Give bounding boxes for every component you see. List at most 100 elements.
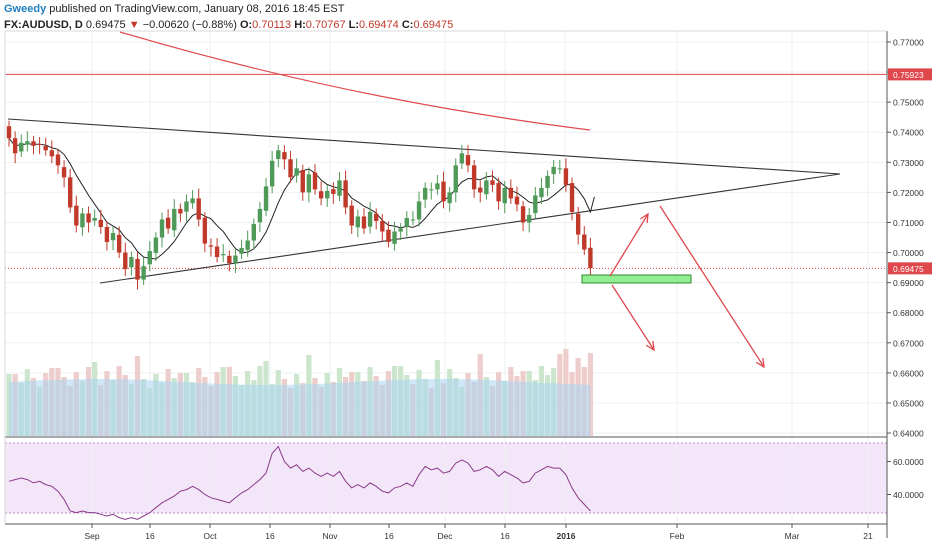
candle-body [104, 226, 110, 243]
candle-body [6, 126, 12, 139]
candle-body [533, 195, 538, 214]
candle-body [12, 138, 18, 154]
candle-body [447, 192, 452, 204]
candle-body [282, 152, 287, 160]
price-tick-label: 0.64000 [893, 429, 924, 439]
candle-body [343, 180, 348, 208]
candle-body [337, 180, 342, 196]
time-tick-label: Feb [670, 531, 685, 541]
rsi-background [5, 443, 887, 513]
candle-body [19, 142, 24, 152]
candle-body [55, 154, 61, 166]
candle-body [159, 219, 165, 238]
candle-body [582, 234, 587, 250]
candle-body [563, 168, 569, 185]
chart-grid [5, 31, 887, 524]
time-tick-label: 16 [384, 531, 394, 541]
candle-body [269, 160, 275, 187]
candle-body [214, 246, 220, 258]
candle-body [43, 146, 48, 151]
candle-body [92, 217, 97, 221]
last-price-badge-label: 0.69475 [893, 264, 924, 274]
candle-body [80, 213, 85, 228]
price-tick-label: 0.75000 [893, 98, 924, 108]
price-tick-label: 0.77000 [893, 38, 924, 48]
candle-body [233, 255, 238, 264]
time-tick-label: 16 [145, 531, 155, 541]
price-tick-label: 0.66000 [893, 368, 924, 378]
candle-body [331, 189, 336, 194]
price-tick-label: 0.65000 [893, 398, 924, 408]
candle-body [165, 217, 171, 229]
level-badge-label: 0.75923 [893, 70, 924, 80]
price-tick-label: 0.69000 [893, 278, 924, 288]
projection-arrow-down-head [645, 340, 655, 352]
candle-body [465, 155, 471, 166]
candle-body [453, 165, 458, 193]
candle-body [141, 266, 146, 280]
triangle-lower-trendline [99, 173, 841, 284]
down-arrow-icon: ▼ [128, 19, 140, 31]
candle-body [98, 219, 103, 227]
candle-body [471, 165, 477, 190]
candle-body [25, 141, 30, 145]
high-label: H: [294, 19, 306, 31]
candle-body [263, 186, 269, 211]
candle-body [312, 172, 318, 190]
candle-body [135, 258, 140, 280]
candle-body [251, 223, 256, 241]
candle-body [361, 216, 367, 229]
candle-body [116, 234, 122, 253]
candle-body [588, 247, 593, 269]
close-value: 0.69475 [413, 19, 454, 31]
close-label: C: [401, 19, 414, 31]
candle-body [484, 180, 489, 195]
candle-body [386, 229, 391, 243]
candle-body [539, 187, 544, 198]
candle-body [178, 208, 183, 214]
candle-body [380, 220, 385, 232]
candle-body [294, 168, 299, 176]
candle-body [441, 181, 446, 202]
projection-arrow-up [609, 213, 649, 277]
target-zone-box [581, 274, 692, 284]
projection-arrow-up-head [640, 212, 649, 224]
candle-body [527, 214, 532, 223]
candle-body [490, 180, 495, 185]
candle-body [123, 252, 128, 270]
candle-body [508, 187, 514, 199]
candles [6, 120, 593, 290]
axes [4, 30, 888, 538]
high-value: 0.70767 [305, 19, 346, 31]
price-tick-label: 0.73000 [893, 158, 924, 168]
candle-body [221, 254, 226, 256]
time-tick-label: 16 [265, 531, 275, 541]
candle-body [37, 143, 42, 145]
candle-body [545, 175, 550, 188]
time-tick-label: 21 [863, 531, 873, 541]
time-tick-label: Sep [84, 531, 99, 541]
time-tick-label: Oct [203, 531, 217, 541]
long-moving-average [119, 31, 591, 131]
candle-body [459, 153, 465, 164]
level-badge [888, 68, 932, 81]
chart-header: Gweedy published on TradingView.com, Jan… [4, 1, 704, 33]
candle-body [306, 174, 312, 193]
drawings [5, 31, 887, 369]
projection-arrow-long-down-head [755, 357, 765, 369]
price-tick-label: 0.71000 [893, 218, 924, 228]
author-name[interactable]: Gweedy [4, 3, 47, 15]
candle-body [129, 257, 134, 268]
candle-body [478, 187, 483, 193]
open-value: 0.70113 [252, 19, 292, 31]
candle-body [196, 198, 201, 220]
candle-body [68, 177, 73, 208]
candle-body [398, 228, 403, 232]
candle-body [520, 206, 526, 223]
candle-body [86, 213, 91, 223]
candle-body [349, 205, 354, 226]
candle-body [74, 205, 79, 226]
open-label: O: [239, 19, 253, 31]
publish-line: Gweedy published on TradingView.com, Jan… [4, 1, 704, 17]
